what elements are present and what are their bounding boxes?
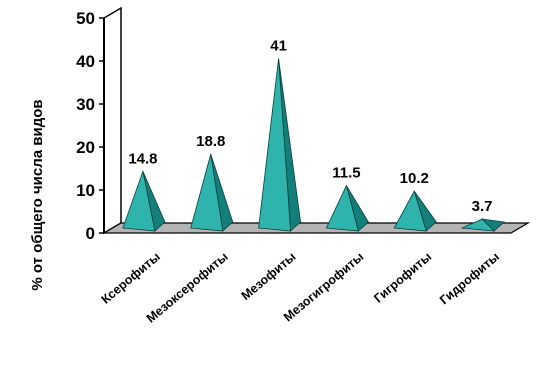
pyramid-bar [393,190,437,232]
y-tick-label: 0 [86,224,95,243]
data-label: 41 [270,38,287,55]
pyramid-bar-front [258,58,292,232]
pyramid-bar [325,184,369,232]
data-label: 10.2 [400,170,429,187]
y-tick-label: 10 [76,181,95,200]
pyramid-bar-front [460,218,496,232]
category-label: Ксерофиты [99,250,163,307]
y-tick-label: 30 [76,95,95,114]
pyramid-bar-front [122,169,156,232]
category-label: Гидрофиты [437,250,502,308]
y-tick-label: 40 [76,52,95,71]
labels-layer: 14.8Ксерофиты18.8Мезоксерофиты41Мезофиты… [99,38,502,326]
category-label: Гигрофиты [371,250,434,306]
data-label: 18.8 [196,133,225,150]
pyramid-bar [122,169,166,232]
pyramid-bar-front [325,184,359,232]
data-label: 11.5 [332,165,360,182]
y-axis-title: % от общего числа видов [29,99,46,290]
y-tick-label: 50 [76,9,95,28]
data-label: 14.8 [128,150,157,167]
y-tick-label: 20 [76,138,95,157]
data-label: 3.7 [472,198,493,215]
chart-wall [103,6,122,235]
pyramid-bar [460,218,505,232]
pyramid-bar [190,154,234,232]
pyramid-bar-front [190,154,224,232]
category-label: Мезофиты [239,250,299,303]
pyramid-bar [258,58,302,232]
pyramid-bar-front [393,190,427,232]
bars-layer [122,58,505,232]
